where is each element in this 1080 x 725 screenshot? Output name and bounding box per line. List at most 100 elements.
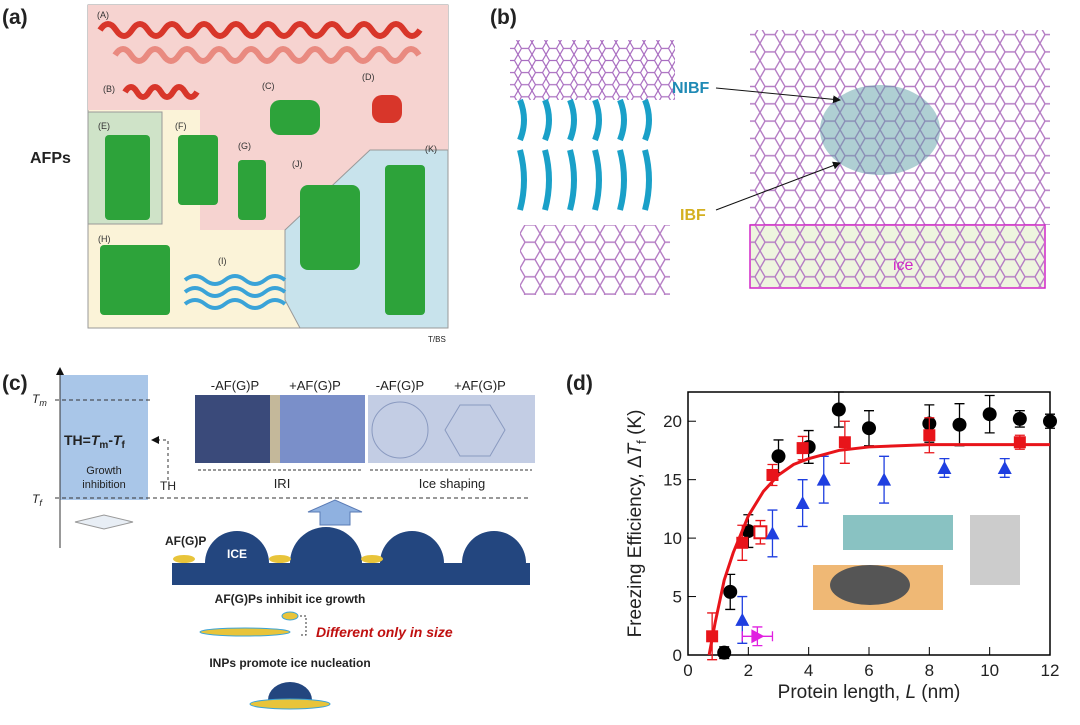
- structure-label: (C): [262, 81, 275, 91]
- tm-label: Tm: [32, 392, 47, 408]
- strands: [517, 98, 652, 142]
- th-arrow: [151, 436, 169, 480]
- ice-label: ice: [893, 257, 914, 274]
- wave-protein: [183, 274, 287, 310]
- ice-lattice: [520, 225, 670, 295]
- tf-sub: f: [39, 498, 43, 508]
- small-particle: [281, 611, 299, 621]
- point: [831, 402, 846, 417]
- helix: [122, 84, 200, 100]
- shaping-label: Ice shaping: [419, 476, 486, 491]
- point: [937, 460, 952, 474]
- iri-label: IRI: [274, 476, 291, 491]
- point: [753, 525, 768, 540]
- image-label: -AF(G)P: [376, 378, 424, 393]
- x-axis-label-part: (nm): [916, 682, 960, 703]
- image-label: -AF(G)P: [211, 378, 259, 393]
- structure-label: (E): [98, 121, 110, 131]
- x-axis-label: Protein length, L (nm): [778, 682, 961, 703]
- point: [952, 417, 967, 432]
- substrate: [172, 563, 530, 585]
- x-axis-label-part: Protein length,: [778, 682, 906, 703]
- protein: [105, 135, 150, 220]
- growth-label: inhibition: [82, 479, 125, 491]
- protein-top: [517, 98, 652, 211]
- iri-image: [280, 395, 365, 463]
- y-tick-label: 0: [673, 646, 682, 665]
- inhibit-label: AF(G)Ps inhibit ice growth: [215, 592, 366, 606]
- point: [1043, 414, 1057, 429]
- afgp-particle: [269, 555, 291, 563]
- inps-label: INPs promote ice nucleation: [209, 656, 370, 670]
- helix: [112, 46, 422, 64]
- tf-label: Tf: [32, 492, 43, 508]
- y-axis-label-part: T: [625, 442, 646, 455]
- ice-lattice: [751, 226, 1044, 287]
- eq-part: T: [113, 432, 123, 448]
- point: [997, 460, 1012, 474]
- big-arrow: [307, 499, 363, 526]
- point: [862, 421, 876, 436]
- x-tick-label: 12: [1041, 661, 1060, 680]
- afgp-particle: [361, 555, 383, 563]
- structure-label: (K): [425, 144, 437, 154]
- credit: T/BS: [428, 335, 446, 344]
- sheets: [100, 95, 425, 315]
- iri-image: [195, 395, 270, 463]
- eq-part: f: [122, 440, 126, 451]
- point: [751, 629, 765, 644]
- structure-label: (A): [97, 10, 109, 20]
- nibf-label: NIBF: [672, 80, 710, 97]
- structure-label: (I): [218, 256, 227, 266]
- th-equation: TH=Tm-Tf: [64, 432, 126, 451]
- y-axis-label: Freezing Efficiency, ΔTf (K): [625, 410, 649, 638]
- ibf-label: IBF: [680, 207, 706, 224]
- point: [1012, 411, 1027, 426]
- panel-label: (b): [490, 6, 517, 29]
- arrow: [715, 161, 841, 211]
- side-label: AFPs: [30, 150, 71, 167]
- water-layer: [510, 40, 675, 100]
- y-tick-label: 5: [673, 588, 682, 607]
- strand: [183, 298, 287, 310]
- point: [795, 496, 810, 510]
- inset-image: [830, 565, 910, 605]
- y-tick-label: 20: [663, 412, 682, 431]
- growth-label: Growth: [86, 465, 121, 477]
- image-label: +AF(G)P: [454, 378, 506, 393]
- helix: [97, 21, 423, 39]
- ice-domes: [205, 527, 526, 563]
- point: [771, 449, 786, 464]
- large-particle: [199, 627, 291, 637]
- point: [1013, 436, 1026, 449]
- bracket: [300, 615, 307, 636]
- strand: [183, 286, 287, 298]
- chart: 0 2 4 6 8 10 12 0 5 10 15 20 Protein length, L (nm) F…: [625, 391, 1060, 703]
- inset-image: [843, 515, 953, 550]
- protein: [178, 135, 218, 205]
- afgp-label: AF(G)P: [165, 534, 206, 548]
- protein-cluster: [820, 85, 940, 175]
- x-tick-label: 2: [744, 661, 753, 680]
- structure-label: (B): [103, 84, 115, 94]
- structure-label: (D): [362, 72, 375, 82]
- nucleus-dome: [268, 682, 312, 700]
- x-axis-label-part: L: [905, 682, 916, 703]
- fit-curve: [707, 443, 1050, 656]
- y-axis-label-part: f: [634, 440, 649, 444]
- y-tick-label: 10: [663, 529, 682, 548]
- panel-label: (a): [2, 6, 28, 29]
- point: [982, 407, 997, 422]
- protein: [385, 165, 425, 315]
- y-tick-label: 15: [663, 471, 682, 490]
- x-tick-label: 8: [925, 661, 934, 680]
- panel-label: (d): [566, 372, 593, 395]
- point: [796, 442, 809, 455]
- crystal: [74, 514, 134, 530]
- ice-disk: [371, 401, 429, 459]
- tf-base: T: [32, 492, 41, 506]
- protein: [300, 185, 360, 270]
- point: [717, 645, 732, 660]
- ice-text: ICE: [227, 547, 247, 561]
- protein: [270, 100, 320, 135]
